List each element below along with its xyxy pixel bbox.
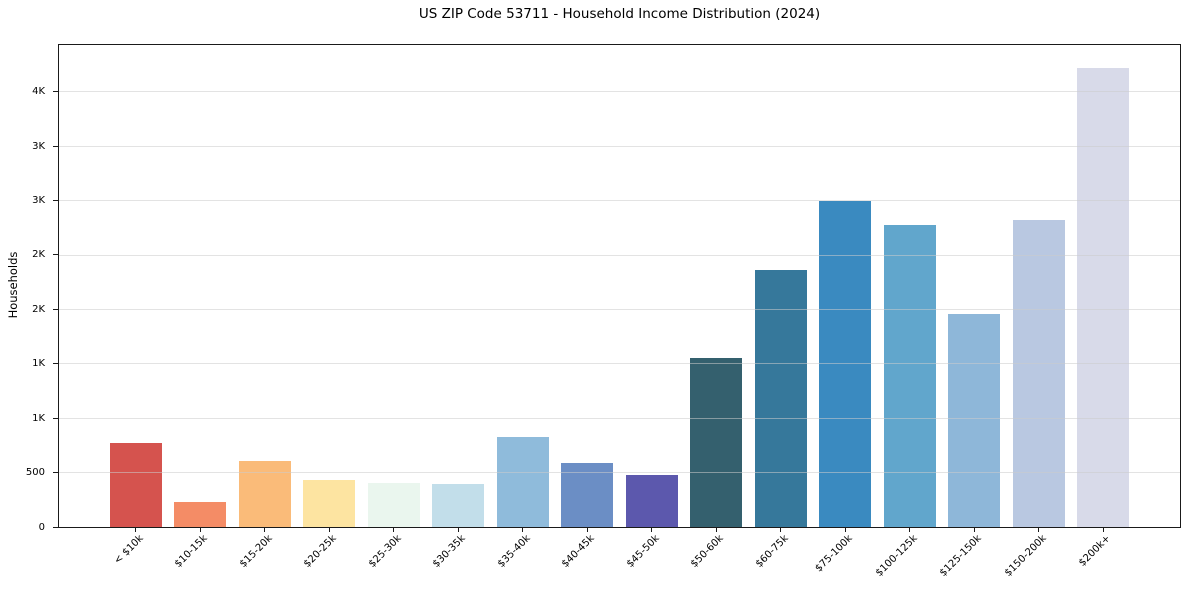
x-tick-label: $30-35k <box>431 533 468 570</box>
y-tick-mark <box>53 308 58 310</box>
x-tick-label: $35-40k <box>495 533 533 570</box>
bar-$20-25k <box>303 480 356 527</box>
x-tick-label: $200k+ <box>1076 533 1113 569</box>
gridline-3500 <box>59 145 1180 147</box>
y-tick-label: 1K <box>32 412 45 424</box>
gridline-500 <box>59 472 1180 474</box>
x-tick-mark <box>393 528 395 532</box>
y-tick-label: 3K <box>32 140 45 152</box>
y-tick-label: 4K <box>32 86 45 98</box>
gridline-2000 <box>59 308 1180 310</box>
gridline-3000 <box>59 200 1180 202</box>
x-tick-mark <box>522 528 524 532</box>
y-tick-mark <box>53 363 58 365</box>
x-tick-label: $60-75k <box>753 533 791 570</box>
bar-$15-20k <box>238 460 291 527</box>
x-tick-mark <box>1038 528 1040 532</box>
bar-$100-125k <box>883 224 936 527</box>
x-tick-mark <box>135 528 137 532</box>
y-tick-label: 1K <box>32 358 45 370</box>
y-tick-mark <box>53 472 58 474</box>
x-tick-label: $15-20k <box>237 533 275 570</box>
x-tick-label: < $10k <box>112 533 146 567</box>
bar-$30-35k <box>432 484 485 527</box>
gridline-1000 <box>59 417 1180 419</box>
x-tick-mark <box>1102 528 1104 532</box>
x-tick-label: $50-60k <box>688 533 726 570</box>
x-tick-mark <box>973 528 975 532</box>
x-tick-mark <box>715 528 717 532</box>
x-tick-label: $100-125k <box>873 533 920 579</box>
gridline-1500 <box>59 363 1180 365</box>
x-tick-label: $40-45k <box>560 533 597 570</box>
bar-$40-45k <box>561 463 614 527</box>
x-tick-label: $75-100k <box>813 533 855 575</box>
x-tick-label: $45-50k <box>624 533 662 570</box>
x-tick-mark <box>909 528 911 532</box>
x-tick-mark <box>844 528 846 532</box>
bar-$125-150k <box>948 313 1001 527</box>
gridline-2500 <box>59 254 1180 256</box>
x-tick-mark <box>586 528 588 532</box>
y-tick-mark <box>53 254 58 256</box>
x-tick-mark <box>780 528 782 532</box>
bar-$45-50k <box>625 475 678 527</box>
x-tick-label: $10-15k <box>173 533 211 570</box>
x-tick-label: $25-30k <box>366 533 404 570</box>
x-tick-mark <box>457 528 459 532</box>
x-tick-label: $150-200k <box>1002 533 1049 579</box>
y-tick-mark <box>53 145 58 147</box>
x-tick-label: $20-25k <box>302 533 340 570</box>
bar-$150-200k <box>1012 220 1065 527</box>
x-tick-mark <box>199 528 201 532</box>
x-tick-mark <box>651 528 653 532</box>
y-tick-mark <box>53 417 58 419</box>
y-tick-mark <box>53 526 58 528</box>
y-tick-label: 500 <box>25 467 45 479</box>
bar-$25-30k <box>367 482 420 527</box>
chart-title: US ZIP Code 53711 - Household Income Dis… <box>418 6 821 22</box>
plot-area <box>58 44 1181 528</box>
y-tick-mark <box>53 200 58 202</box>
gridline-4000 <box>59 91 1180 93</box>
bar-$200k+ <box>1077 67 1129 527</box>
bar-$60-75k <box>754 270 807 527</box>
x-tick-mark <box>264 528 266 532</box>
bar-< $10k <box>109 443 162 527</box>
bar-$35-40k <box>496 437 549 527</box>
y-tick-label: 2K <box>32 249 45 261</box>
y-tick-label: 3K <box>32 195 45 207</box>
bar-$10-15k <box>174 501 227 527</box>
x-tick-label: $125-150k <box>937 533 984 579</box>
x-tick-mark <box>328 528 330 532</box>
y-tick-label: 2K <box>32 303 45 315</box>
bar-$50-60k <box>690 358 743 527</box>
y-tick-label: 0 <box>38 521 45 533</box>
y-tick-mark <box>53 91 58 93</box>
